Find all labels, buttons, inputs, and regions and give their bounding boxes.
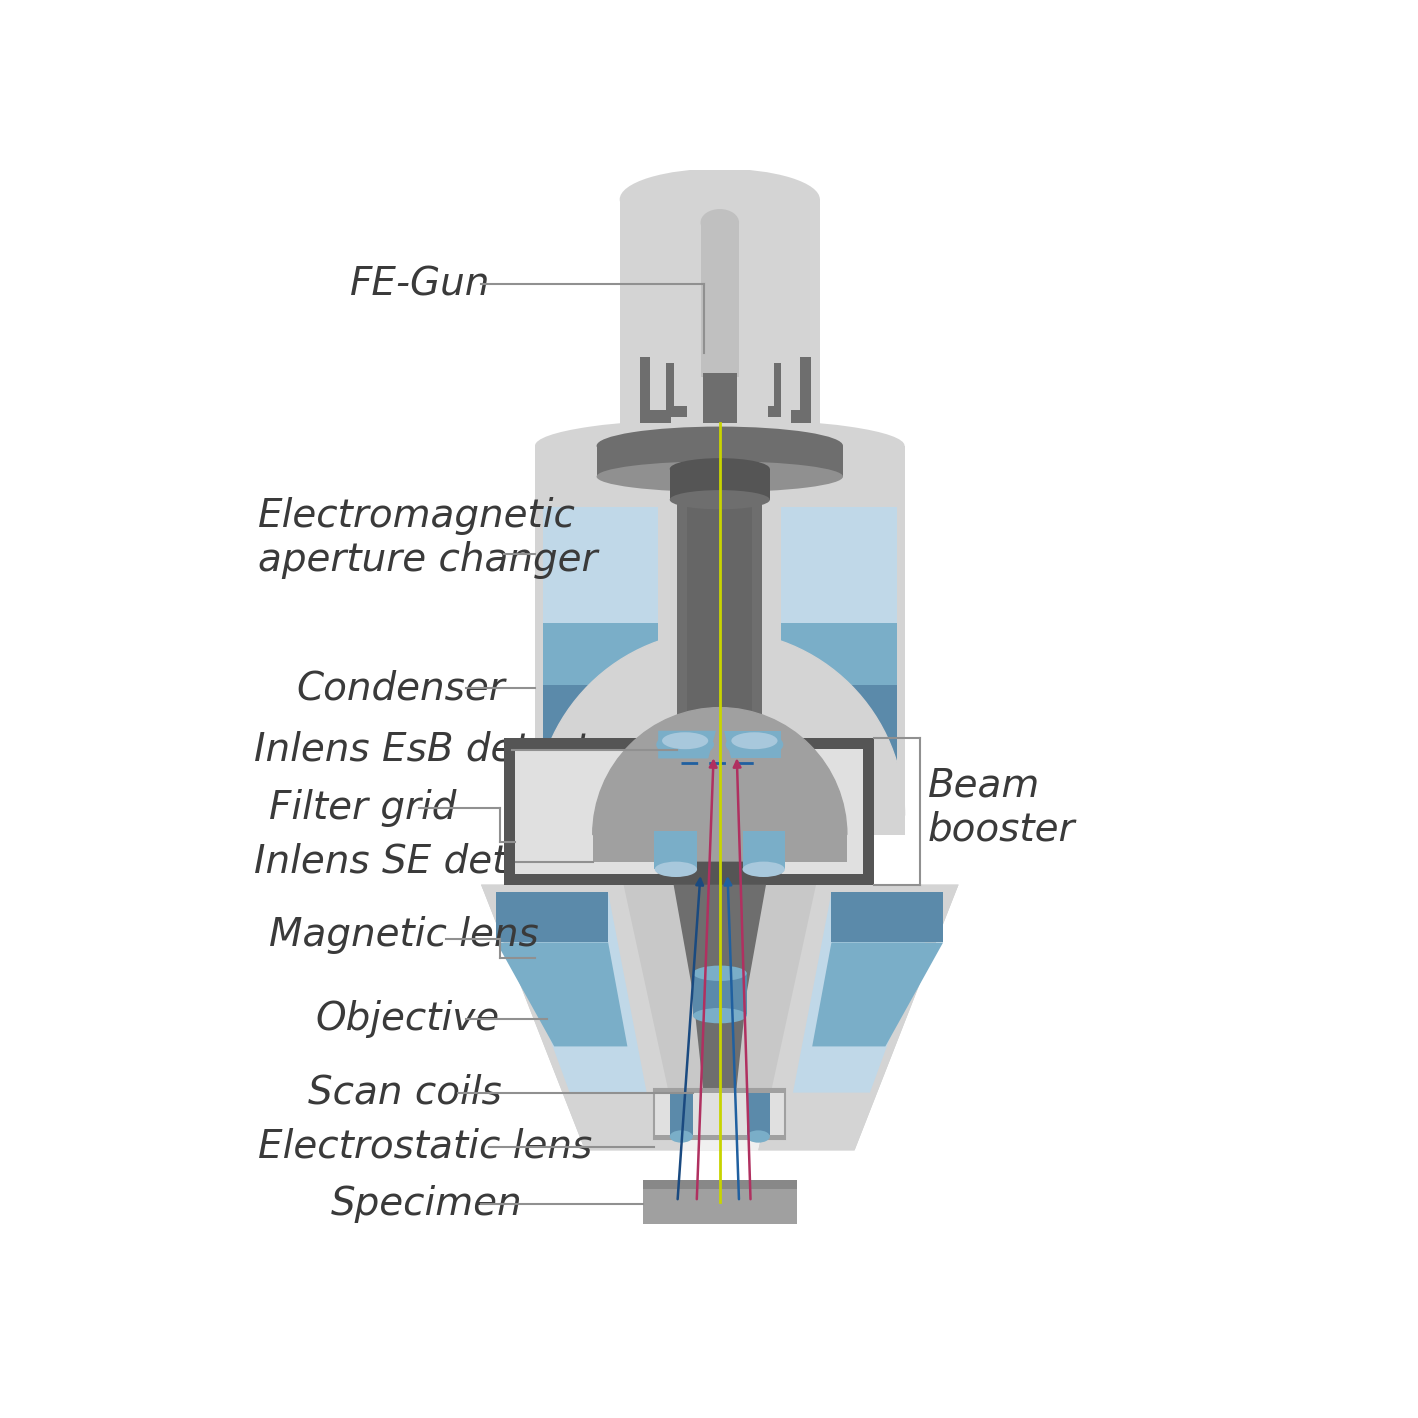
Bar (700, 223, 739, 377)
Ellipse shape (693, 1008, 747, 1024)
Polygon shape (523, 885, 916, 1100)
Bar (535, 445, 905, 472)
Bar (669, 1093, 693, 1134)
Polygon shape (481, 885, 959, 1150)
Bar (620, 200, 820, 230)
Ellipse shape (662, 732, 708, 749)
Bar (703, 373, 737, 423)
Ellipse shape (669, 491, 770, 509)
Bar (693, 973, 747, 1015)
Polygon shape (693, 993, 747, 1100)
Polygon shape (496, 943, 627, 1046)
Polygon shape (658, 730, 716, 759)
Bar (515, 749, 864, 873)
Bar (535, 813, 905, 835)
Polygon shape (781, 623, 898, 685)
Text: Electrostatic lens: Electrostatic lens (258, 1127, 593, 1166)
Polygon shape (496, 892, 647, 1093)
Wedge shape (658, 811, 781, 873)
Bar (620, 200, 820, 445)
Text: Magnetic lens: Magnetic lens (269, 916, 539, 954)
Ellipse shape (669, 458, 770, 479)
Ellipse shape (743, 862, 784, 876)
Bar (791, 410, 800, 423)
Wedge shape (593, 708, 847, 835)
Polygon shape (759, 885, 959, 1150)
Bar (654, 1089, 786, 1093)
Bar (774, 363, 781, 417)
Ellipse shape (726, 732, 783, 757)
Polygon shape (674, 885, 766, 993)
Ellipse shape (657, 732, 715, 757)
Bar (688, 476, 752, 800)
Polygon shape (481, 885, 681, 1150)
Bar (669, 469, 770, 499)
Ellipse shape (669, 1130, 693, 1143)
Text: Electromagnetic
aperture changer: Electromagnetic aperture changer (258, 498, 597, 579)
Ellipse shape (597, 461, 842, 492)
Polygon shape (662, 862, 777, 876)
Text: Specimen: Specimen (330, 1185, 523, 1224)
Text: Inlens SE detector: Inlens SE detector (254, 842, 607, 881)
Polygon shape (781, 685, 898, 777)
Text: Inlens EsB detector: Inlens EsB detector (254, 730, 630, 769)
Bar (535, 445, 905, 815)
Bar (800, 357, 811, 423)
Polygon shape (496, 892, 608, 943)
Ellipse shape (747, 1130, 770, 1143)
Ellipse shape (620, 169, 820, 230)
Text: Filter grid: Filter grid (269, 788, 457, 827)
Bar (747, 1093, 770, 1134)
Polygon shape (481, 885, 959, 1107)
Ellipse shape (693, 966, 747, 981)
Bar (593, 831, 847, 862)
Polygon shape (543, 508, 658, 777)
Bar (640, 410, 671, 423)
Text: Scan coils: Scan coils (308, 1073, 502, 1112)
Polygon shape (831, 892, 943, 943)
Bar (642, 1181, 797, 1224)
Bar (654, 1089, 786, 1139)
Text: Beam
booster: Beam booster (927, 767, 1075, 849)
Polygon shape (781, 508, 898, 777)
Polygon shape (543, 623, 658, 685)
Text: Condenser: Condenser (296, 669, 505, 708)
Polygon shape (703, 377, 737, 418)
Polygon shape (624, 885, 815, 1150)
Ellipse shape (732, 732, 777, 749)
Polygon shape (543, 685, 658, 777)
Ellipse shape (535, 418, 905, 472)
Bar (767, 406, 774, 417)
Ellipse shape (597, 427, 842, 465)
Polygon shape (793, 892, 943, 1093)
Polygon shape (654, 831, 696, 869)
Polygon shape (743, 831, 786, 869)
Polygon shape (813, 943, 943, 1046)
Bar (678, 472, 761, 800)
Bar (505, 739, 873, 885)
Text: FE-Gun: FE-Gun (350, 265, 491, 303)
Bar (597, 445, 842, 476)
Bar (654, 1134, 786, 1139)
Ellipse shape (700, 208, 739, 235)
Text: Objective: Objective (316, 1001, 499, 1038)
Bar (666, 406, 688, 417)
Ellipse shape (655, 862, 698, 876)
Bar (666, 363, 674, 417)
Polygon shape (723, 730, 781, 759)
Bar (642, 1180, 797, 1188)
Wedge shape (535, 631, 905, 815)
Bar (640, 357, 651, 423)
